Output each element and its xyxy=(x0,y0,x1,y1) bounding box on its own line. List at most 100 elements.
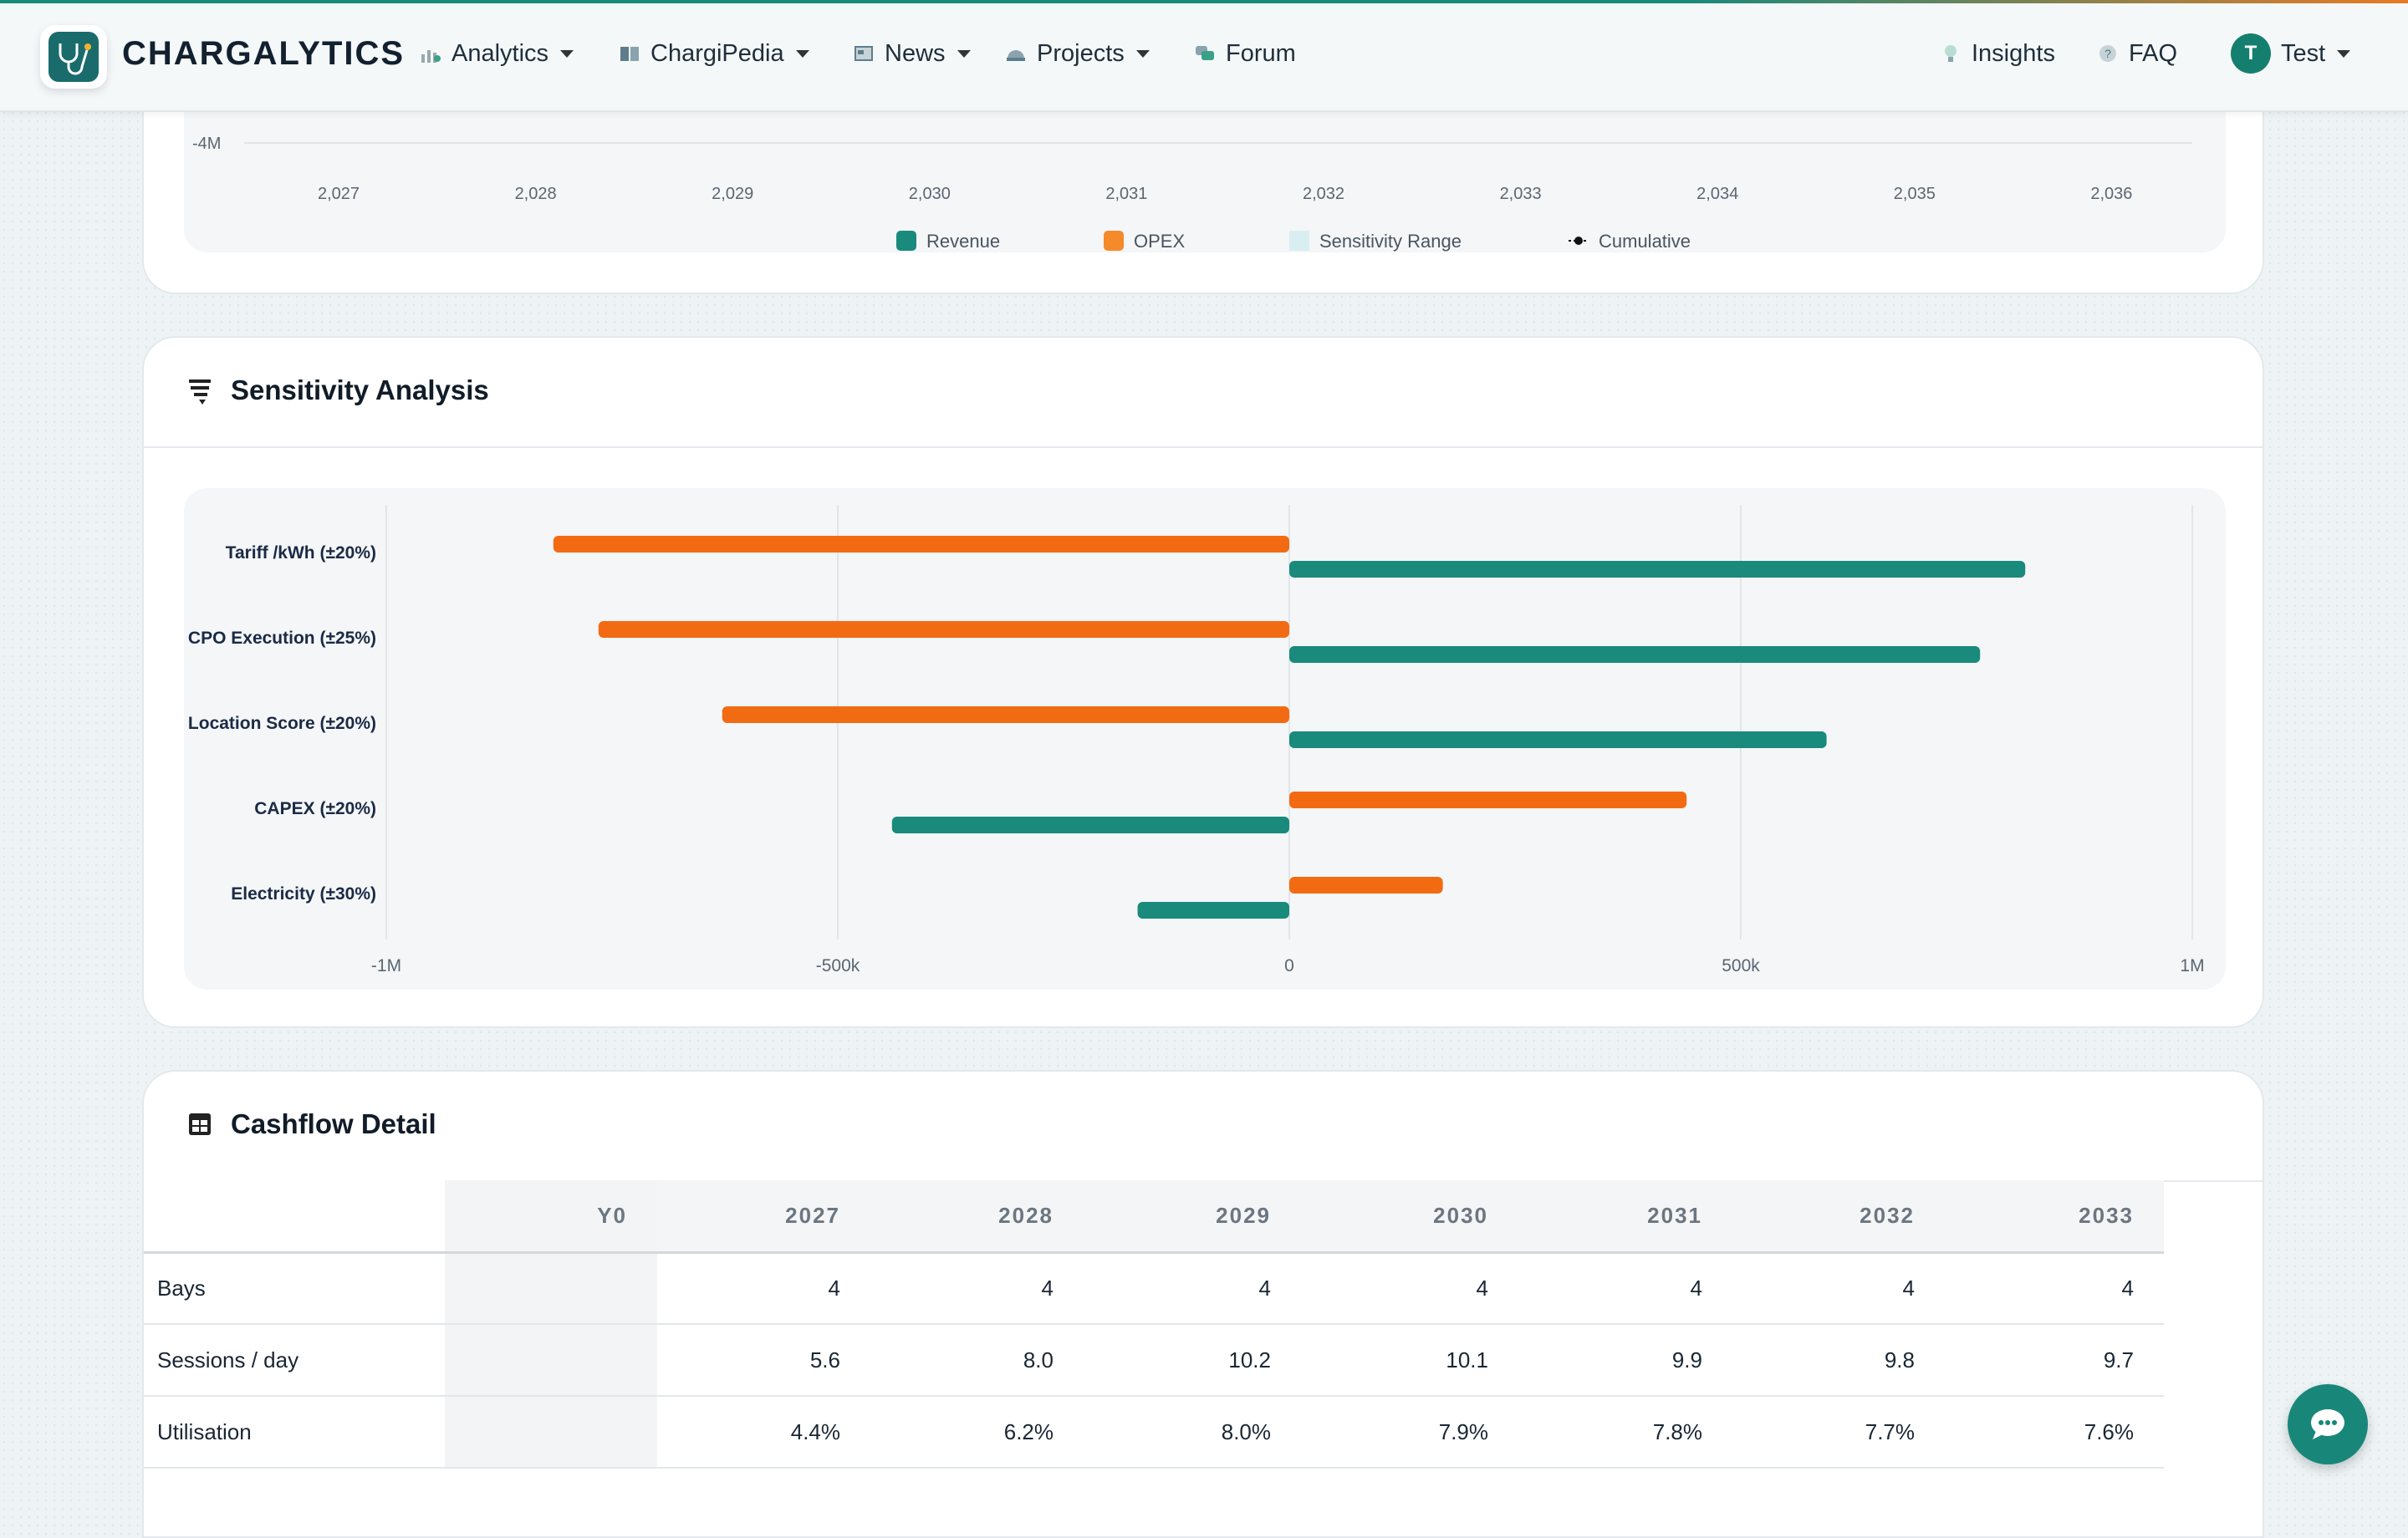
tornado-bar[interactable] xyxy=(1289,731,1827,748)
chevron-down-icon xyxy=(957,49,971,58)
sensitivity-title: Sensitivity Analysis xyxy=(231,374,489,405)
brand-name[interactable]: CHARGALYTICS xyxy=(122,35,406,72)
nav-analytics[interactable]: Analytics xyxy=(420,35,574,72)
user-name: Test xyxy=(2281,39,2326,67)
x-tick-label: 2,028 xyxy=(515,185,557,203)
table-cell: 4 xyxy=(870,1252,1084,1325)
column-header: 2028 xyxy=(870,1180,1084,1254)
nav-insights[interactable]: Insights xyxy=(1940,35,2055,72)
row-label: Utilisation xyxy=(144,1396,445,1469)
row-label: Bays xyxy=(144,1252,445,1325)
chat-icon xyxy=(2311,1409,2344,1439)
tornado-bar[interactable] xyxy=(1289,561,2026,578)
nav-news-label: News xyxy=(885,39,946,67)
column-header: 2033 xyxy=(1945,1180,2164,1254)
tornado-bar[interactable] xyxy=(1289,877,1443,894)
table-cell: 10.2 xyxy=(1084,1324,1301,1397)
sensitivity-header: Sensitivity Analysis xyxy=(144,338,2263,448)
column-header xyxy=(144,1180,445,1254)
column-header: 2031 xyxy=(1518,1180,1732,1254)
legend-swatch xyxy=(1289,231,1309,251)
cashflow-detail-header: Cashflow Detail xyxy=(144,1072,2263,1182)
tornado-bar[interactable] xyxy=(1137,902,1289,919)
logo[interactable] xyxy=(40,25,107,89)
chevron-down-icon xyxy=(795,49,809,58)
table-cell xyxy=(445,1324,657,1397)
table-cell: 7.9% xyxy=(1301,1396,1518,1469)
nav-news[interactable]: News xyxy=(853,35,971,72)
table-row: Sessions / day 5.6 8.0 10.2 10.1 9.9 9.8 9.7 xyxy=(144,1324,2164,1397)
legend-item[interactable]: OPEX xyxy=(1104,231,1185,252)
svg-text:?: ? xyxy=(2104,47,2111,60)
table-cell: 8.0% xyxy=(1084,1396,1301,1469)
sensitivity-plot-area: -1M -500k 0 500k 1M Tariff /kWh (±20%) CPO Exe… xyxy=(184,488,2226,990)
user-menu[interactable]: T Test xyxy=(2231,33,2351,74)
lightbulb-icon xyxy=(1940,43,1962,64)
tornado-bar[interactable] xyxy=(1289,792,1687,808)
newspaper-icon xyxy=(853,43,875,64)
legend-swatch xyxy=(896,231,916,251)
legend-item[interactable]: Sensitivity Range xyxy=(1289,231,1462,252)
nav-chargipedia[interactable]: ChargiPedia xyxy=(619,35,809,72)
tornado-bar[interactable] xyxy=(598,621,1289,638)
tornado-bar[interactable] xyxy=(1289,646,1981,663)
table-cell: 4 xyxy=(1945,1252,2164,1325)
analytics-icon xyxy=(420,43,441,64)
logo-plug-icon xyxy=(48,32,99,82)
category-label: Tariff /kWh (±20%) xyxy=(226,543,376,563)
legend-label: Sensitivity Range xyxy=(1319,231,1462,252)
x-tick-label: 2,033 xyxy=(1500,185,1542,203)
chat-bubbles-icon xyxy=(1194,43,1216,64)
nav-insights-label: Insights xyxy=(1972,39,2055,67)
category-label: CPO Execution (±25%) xyxy=(188,629,376,648)
tornado-bar[interactable] xyxy=(553,536,1289,553)
x-tick-label: 500k xyxy=(1722,956,1760,975)
chat-button[interactable] xyxy=(2288,1384,2368,1464)
legend-item[interactable]: Revenue xyxy=(896,231,1000,252)
nav-faq-label: FAQ xyxy=(2129,39,2178,67)
legend-label: OPEX xyxy=(1134,231,1185,252)
top-navbar: CHARGALYTICS Analytics ChargiPedia News … xyxy=(0,0,2408,112)
book-icon xyxy=(619,43,640,64)
table-cell: 7.7% xyxy=(1732,1396,1945,1469)
nav-projects[interactable]: Projects xyxy=(1005,35,1150,72)
legend-item[interactable]: Cumulative xyxy=(1569,231,1691,252)
nav-forum-label: Forum xyxy=(1226,39,1296,67)
category-label: Location Score (±20%) xyxy=(188,714,376,733)
table-cell: 4 xyxy=(1732,1252,1945,1325)
tornado-chart: -1M -500k 0 500k 1M Tariff /kWh (±20%) CPO Exe… xyxy=(188,505,2205,975)
table-cell: 10.1 xyxy=(1301,1324,1518,1397)
table-cell: 4 xyxy=(1084,1252,1301,1325)
table-cell xyxy=(445,1396,657,1469)
x-tick-label: 2,034 xyxy=(1696,185,1738,203)
tornado-bar[interactable] xyxy=(722,706,1289,723)
chevron-down-icon xyxy=(560,49,574,58)
legend-dot xyxy=(1574,237,1583,245)
table-cell: 8.0 xyxy=(870,1324,1084,1397)
nav-faq[interactable]: ? FAQ xyxy=(2097,35,2177,72)
tornado-bar[interactable] xyxy=(891,817,1289,833)
x-tick-label: 2,029 xyxy=(712,185,753,203)
x-tick-label: 2,035 xyxy=(1894,185,1936,203)
cashflow-chart: -4M 2,027 2,028 2,029 2,030 2,031 2,032 2,033 2… xyxy=(192,135,2192,252)
chevron-down-icon xyxy=(2337,49,2351,58)
x-tick-label: -500k xyxy=(816,956,860,975)
legend-swatch xyxy=(1104,231,1124,251)
column-header: 2029 xyxy=(1084,1180,1301,1254)
accent-line xyxy=(0,0,2408,3)
cashflow-table: Y0 2027 2028 2029 2030 2031 2032 2033 Bays 4 4 4 4 4… xyxy=(144,1180,2164,1469)
nav-chargipedia-label: ChargiPedia xyxy=(650,39,784,67)
table-cell: 4 xyxy=(1301,1252,1518,1325)
nav-forum[interactable]: Forum xyxy=(1194,35,1296,72)
cashflow-detail-card: Cashflow Detail Y0 2027 2028 2029 2030 2031 20… xyxy=(142,1070,2264,1538)
avatar: T xyxy=(2231,33,2271,74)
table-cell: 9.7 xyxy=(1945,1324,2164,1397)
legend-label: Revenue xyxy=(926,231,1000,252)
x-tick-label: 2,036 xyxy=(2090,185,2132,203)
question-icon: ? xyxy=(2097,43,2119,64)
y-tick-label: -4M xyxy=(192,135,221,153)
category-label: Electricity (±30%) xyxy=(231,884,376,904)
table-cell: 9.8 xyxy=(1732,1324,1945,1397)
table-cell: 4 xyxy=(657,1252,870,1325)
x-tick-label: 1M xyxy=(2180,956,2204,975)
